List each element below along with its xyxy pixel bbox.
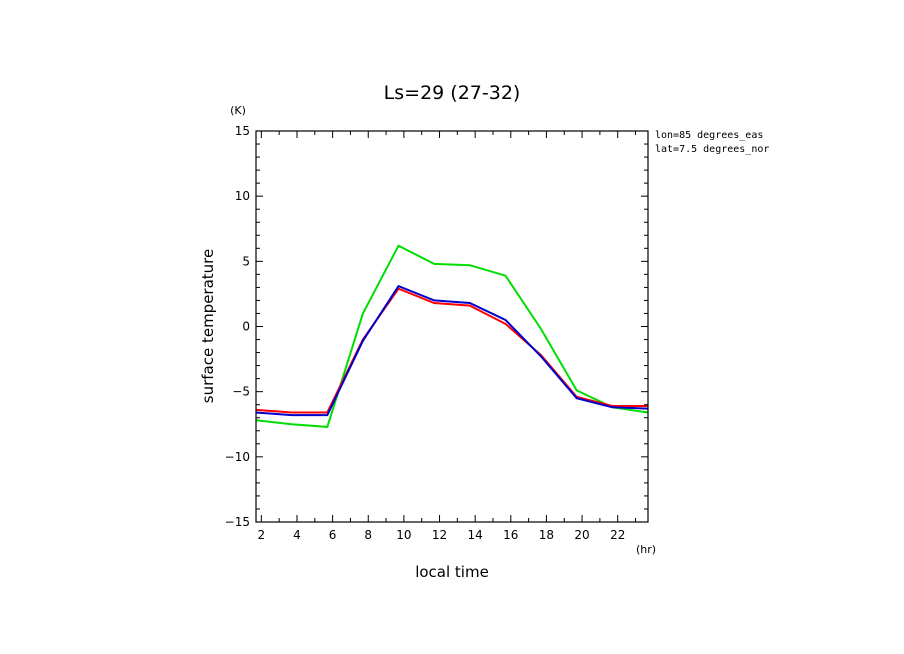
plot-border <box>255 130 649 523</box>
y-axis-label: surface temperature <box>199 249 217 404</box>
plot-lines <box>255 244 649 428</box>
y-tick-label: 15 <box>235 124 250 138</box>
series-line-0 <box>255 244 649 428</box>
y-tick-label: 0 <box>242 320 250 334</box>
x-tick-label: 4 <box>293 528 301 542</box>
x-tick-label: 16 <box>503 528 518 542</box>
x-tick-label: 18 <box>539 528 554 542</box>
y-tick-label: 5 <box>242 254 250 268</box>
ticks: −15 −10 −5 0 5 10 15 2 4 6 8 10 12 14 16 18 20 22 <box>225 124 648 542</box>
x-tick-label: 8 <box>364 528 372 542</box>
x-tick-label: 22 <box>610 528 625 542</box>
x-tick-label: 20 <box>574 528 589 542</box>
x-unit-label: (hr) <box>636 543 656 556</box>
x-tick-label: 12 <box>432 528 447 542</box>
x-tick-label: 10 <box>396 528 411 542</box>
y-tick-label: −15 <box>225 515 250 529</box>
y-tick-label: −10 <box>225 450 250 464</box>
y-unit-label: (K) <box>230 104 246 117</box>
series-line-1 <box>255 287 648 414</box>
x-axis-label: local time <box>415 563 489 581</box>
series-line-2 <box>255 284 649 417</box>
y-tick-label: −5 <box>232 385 250 399</box>
x-tick-label: 14 <box>468 528 483 542</box>
chart-title: Ls=29 (27-32) <box>384 82 521 104</box>
x-tick-label: 2 <box>258 528 266 542</box>
annotation-lat: lat=7.5 degrees_nor <box>655 144 769 155</box>
x-tick-label: 6 <box>329 528 337 542</box>
plot-frame <box>255 130 649 523</box>
annotation-lon: lon=85 degrees_eas <box>655 130 763 141</box>
y-tick-label: 10 <box>235 189 250 203</box>
